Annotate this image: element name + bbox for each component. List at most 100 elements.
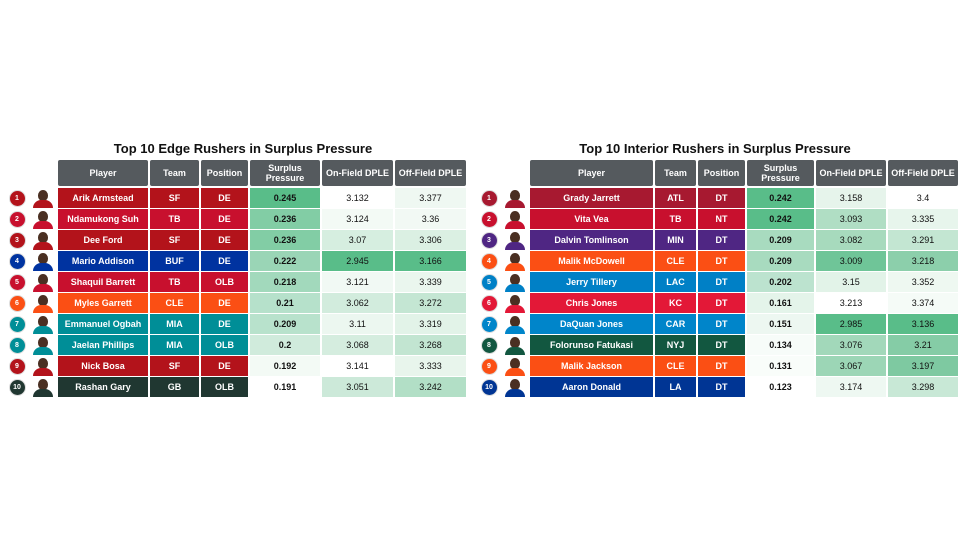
rank-cell: 6 [478, 293, 500, 313]
table-row: 7 DaQuan Jones CAR DT 0.151 2.985 3.136 [478, 314, 960, 334]
rank-cell: 4 [478, 251, 500, 271]
rank-badge: 8 [481, 337, 497, 353]
rank-badge: 2 [481, 211, 497, 227]
team-cell: LA [655, 377, 696, 397]
headshot-face [510, 190, 520, 201]
table-row: 10 Aaron Donald LA DT 0.123 3.174 3.298 [478, 377, 960, 397]
headshot-face [38, 274, 48, 285]
team-cell: CLE [655, 251, 696, 271]
player-headshot [30, 356, 56, 376]
rank-badge: 8 [9, 337, 25, 353]
team-cell: LAC [655, 272, 696, 292]
on-field-dple-cell: 3.051 [322, 377, 393, 397]
player-name-cell: Grady Jarrett [530, 188, 653, 208]
headshot-jersey [505, 263, 525, 271]
rank-badge: 3 [481, 232, 497, 248]
off-field-dple-cell: 3.36 [395, 209, 466, 229]
headshot-jersey [33, 200, 53, 208]
header-off-field-dple: Off-Field DPLE [395, 160, 466, 186]
player-headshot [30, 377, 56, 397]
headshot-face [38, 358, 48, 369]
headshot-jersey [33, 305, 53, 313]
headshot-face [38, 253, 48, 264]
on-field-dple-cell: 3.213 [816, 293, 886, 313]
position-cell: DT [698, 356, 745, 376]
off-field-dple-cell: 3.333 [395, 356, 466, 376]
headshot-face [510, 379, 520, 390]
headshot-face [38, 379, 48, 390]
rank-cell: 1 [478, 188, 500, 208]
player-name-cell: Rashan Gary [58, 377, 148, 397]
headshot-jersey [33, 221, 53, 229]
team-cell: SF [150, 230, 199, 250]
off-field-dple-cell: 3.339 [395, 272, 466, 292]
off-field-dple-cell: 3.291 [888, 230, 958, 250]
player-name-cell: Emmanuel Ogbah [58, 314, 148, 334]
surplus-pressure-cell: 0.131 [747, 356, 814, 376]
rank-cell: 5 [6, 272, 28, 292]
edge-rushers-title: Top 10 Edge Rushers in Surplus Pressure [113, 141, 373, 156]
rank-cell: 1 [6, 188, 28, 208]
player-headshot [30, 272, 56, 292]
team-cell: SF [150, 356, 199, 376]
headshot-face [510, 253, 520, 264]
on-field-dple-cell: 3.124 [322, 209, 393, 229]
headshot-face [510, 274, 520, 285]
position-cell: OLB [201, 377, 248, 397]
header-team: Team [655, 160, 696, 186]
rank-cell: 3 [6, 230, 28, 250]
rank-cell: 2 [6, 209, 28, 229]
player-name-cell: Arik Armstead [58, 188, 148, 208]
on-field-dple-cell: 3.082 [816, 230, 886, 250]
headshot-jersey [505, 368, 525, 376]
player-name-cell: Shaquil Barrett [58, 272, 148, 292]
position-cell: DT [698, 230, 745, 250]
rank-badge: 10 [9, 379, 25, 395]
position-cell: DT [698, 335, 745, 355]
player-headshot [30, 188, 56, 208]
on-field-dple-cell: 2.985 [816, 314, 886, 334]
position-cell: DE [201, 188, 248, 208]
player-headshot [502, 188, 528, 208]
table-row: 9 Nick Bosa SF DE 0.192 3.141 3.333 [6, 356, 480, 376]
table-row: 2 Vita Vea TB NT 0.242 3.093 3.335 [478, 209, 960, 229]
on-field-dple-cell: 3.132 [322, 188, 393, 208]
surplus-pressure-cell: 0.123 [747, 377, 814, 397]
rank-badge: 4 [9, 253, 25, 269]
player-name-cell: Dee Ford [58, 230, 148, 250]
position-cell: DT [698, 377, 745, 397]
off-field-dple-cell: 3.21 [888, 335, 958, 355]
team-cell: NYJ [655, 335, 696, 355]
off-field-dple-cell: 3.4 [888, 188, 958, 208]
on-field-dple-cell: 3.158 [816, 188, 886, 208]
surplus-pressure-cell: 0.161 [747, 293, 814, 313]
surplus-pressure-cell: 0.134 [747, 335, 814, 355]
headshot-face [38, 337, 48, 348]
headshot-face [510, 211, 520, 222]
on-field-dple-cell: 3.068 [322, 335, 393, 355]
headshot-jersey [505, 242, 525, 250]
team-cell: SF [150, 188, 199, 208]
table-row: 5 Shaquil Barrett TB OLB 0.218 3.121 3.339 [6, 272, 480, 292]
surplus-pressure-cell: 0.2 [250, 335, 320, 355]
header-surplus-pressure: Surplus Pressure [747, 160, 814, 186]
headshot-face [510, 232, 520, 243]
rank-cell: 8 [6, 335, 28, 355]
table-row: 6 Myles Garrett CLE DE 0.21 3.062 3.272 [6, 293, 480, 313]
rank-badge: 5 [9, 274, 25, 290]
rank-badge: 3 [9, 232, 25, 248]
position-cell: DT [698, 293, 745, 313]
surplus-pressure-cell: 0.191 [250, 377, 320, 397]
headshot-face [510, 337, 520, 348]
headshot-jersey [33, 389, 53, 397]
on-field-dple-cell: 3.009 [816, 251, 886, 271]
headshot-jersey [33, 347, 53, 355]
team-cell: GB [150, 377, 199, 397]
table-row: 6 Chris Jones KC DT 0.161 3.213 3.374 [478, 293, 960, 313]
off-field-dple-cell: 3.306 [395, 230, 466, 250]
position-cell: DE [201, 314, 248, 334]
rank-cell: 3 [478, 230, 500, 250]
table-row: 7 Emmanuel Ogbah MIA DE 0.209 3.11 3.319 [6, 314, 480, 334]
player-headshot [502, 230, 528, 250]
surplus-pressure-cell: 0.236 [250, 230, 320, 250]
